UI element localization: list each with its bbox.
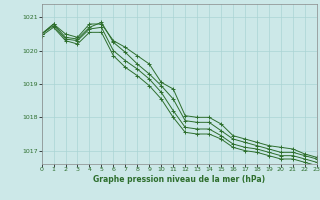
X-axis label: Graphe pression niveau de la mer (hPa): Graphe pression niveau de la mer (hPa) [93,175,265,184]
